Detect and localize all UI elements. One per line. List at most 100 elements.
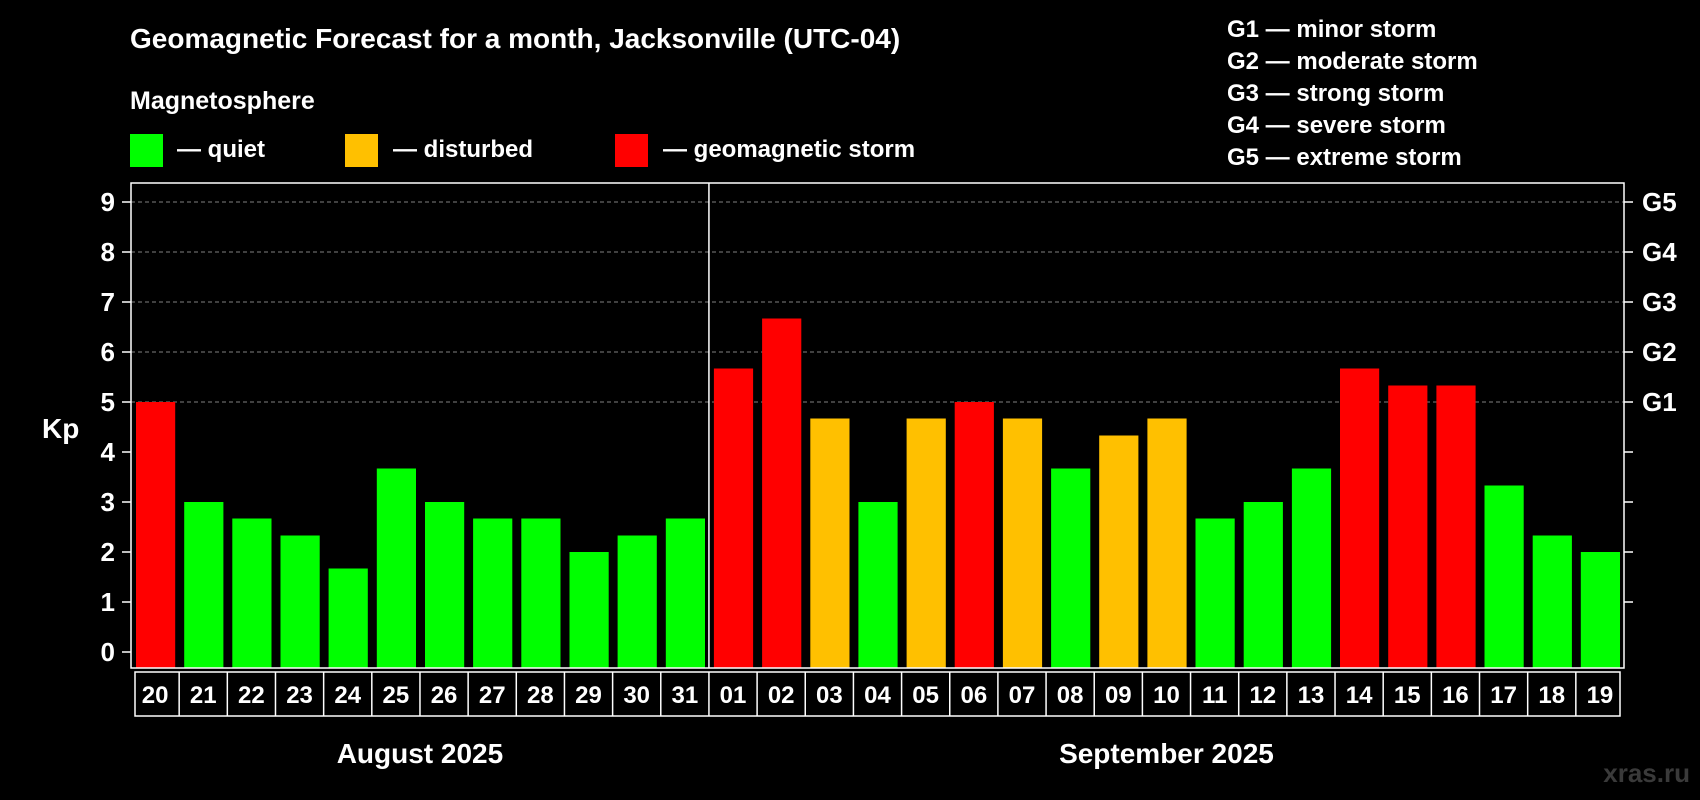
storm-scale-g3: G3 — strong storm xyxy=(1227,80,1444,107)
ytick-label-9: 9 xyxy=(101,187,115,217)
storm-axis-label-g2: G2 xyxy=(1642,337,1677,367)
bar-1 xyxy=(184,502,224,668)
storm-axis-label-g3: G3 xyxy=(1642,287,1677,317)
bar-24 xyxy=(1291,468,1332,668)
legend-label-quiet: — quiet xyxy=(177,136,265,163)
legend-swatch-storm xyxy=(615,134,648,167)
day-label-25: 14 xyxy=(1346,682,1373,709)
day-label-16: 05 xyxy=(912,682,939,709)
storm-axis-label-g1: G1 xyxy=(1642,387,1677,417)
storm-scale-g2: G2 — moderate storm xyxy=(1227,48,1478,75)
legend-swatch-quiet xyxy=(130,134,163,167)
bar-14 xyxy=(810,418,850,668)
ytick-label-6: 6 xyxy=(101,337,115,367)
x-axis: 20 21 22 23 24 25 26 27 28 29 30 31 01 02 03 04 05 06 07 08… xyxy=(134,671,1621,769)
bar-30 xyxy=(1580,552,1620,668)
ytick-label-3: 3 xyxy=(101,487,115,517)
bar-10 xyxy=(617,535,657,668)
y-axis: 0 1 2 3 4 5 6 7 8 9 xyxy=(101,187,131,667)
day-label-29: 18 xyxy=(1538,682,1565,709)
day-label-11: 31 xyxy=(672,682,699,709)
magnetosphere-label: Magnetosphere xyxy=(130,87,315,115)
bar-29 xyxy=(1532,535,1572,668)
day-label-13: 02 xyxy=(768,682,795,709)
day-label-10: 30 xyxy=(623,682,650,709)
ytick-label-0: 0 xyxy=(101,637,115,667)
day-label-24: 13 xyxy=(1298,682,1325,709)
day-label-20: 09 xyxy=(1105,682,1132,709)
legend-swatch-disturbed xyxy=(345,134,378,167)
day-label-27: 16 xyxy=(1442,682,1469,709)
storm-scale-g5: G5 — extreme storm xyxy=(1227,144,1462,171)
bar-27 xyxy=(1436,385,1476,668)
day-label-19: 08 xyxy=(1057,682,1084,709)
day-label-22: 11 xyxy=(1202,682,1227,709)
bar-23 xyxy=(1243,502,1283,668)
day-label-23: 12 xyxy=(1249,682,1276,709)
storm-scale-g1: G1 — minor storm xyxy=(1227,16,1436,43)
day-label-7: 27 xyxy=(479,682,506,709)
bar-9 xyxy=(569,552,609,668)
ytick-label-4: 4 xyxy=(101,437,116,467)
day-label-9: 29 xyxy=(575,682,602,709)
plot-frame xyxy=(130,182,1625,669)
day-label-14: 03 xyxy=(816,682,843,709)
day-label-30: 19 xyxy=(1587,682,1614,709)
day-label-2: 22 xyxy=(238,682,265,709)
grid-lines xyxy=(131,201,1624,403)
storm-axis-label-g5: G5 xyxy=(1642,187,1677,217)
y-axis-label: Kp xyxy=(42,413,79,444)
bar-3 xyxy=(280,535,320,668)
legend-label-disturbed: — disturbed xyxy=(393,136,533,163)
bars xyxy=(136,318,1620,668)
bar-8 xyxy=(521,518,561,668)
storm-axis: G1 G2 G3 G4 G5 xyxy=(1624,187,1677,603)
storm-axis-label-g4: G4 xyxy=(1642,237,1677,267)
bar-2 xyxy=(232,518,272,668)
month-label-1: September 2025 xyxy=(1059,738,1274,769)
day-label-15: 04 xyxy=(864,682,891,709)
day-label-0: 20 xyxy=(142,682,169,709)
bar-5 xyxy=(376,468,416,668)
bar-7 xyxy=(473,518,513,668)
chart-title: Geomagnetic Forecast for a month, Jackso… xyxy=(130,23,900,54)
storm-scale-g4: G4 — severe storm xyxy=(1227,112,1446,139)
day-label-21: 10 xyxy=(1153,682,1180,709)
day-label-28: 17 xyxy=(1490,682,1517,709)
day-label-26: 15 xyxy=(1394,682,1421,709)
storm-scale-key: G1 — minor storm G2 — moderate storm G3 … xyxy=(1227,16,1478,171)
bar-17 xyxy=(954,402,994,668)
bar-0 xyxy=(136,402,176,668)
bar-12 xyxy=(713,368,754,668)
day-label-5: 25 xyxy=(383,682,410,709)
ytick-label-2: 2 xyxy=(101,537,115,567)
month-label-0: August 2025 xyxy=(337,738,504,769)
day-label-18: 07 xyxy=(1009,682,1036,709)
bar-4 xyxy=(328,568,368,668)
bar-26 xyxy=(1388,385,1428,668)
bar-22 xyxy=(1195,518,1235,668)
ytick-label-5: 5 xyxy=(101,387,115,417)
day-label-3: 23 xyxy=(286,682,313,709)
day-label-8: 28 xyxy=(527,682,554,709)
ytick-label-1: 1 xyxy=(101,587,115,617)
bar-18 xyxy=(1002,418,1043,668)
bar-13 xyxy=(762,318,802,668)
plot-border xyxy=(130,182,1625,669)
bar-28 xyxy=(1484,485,1524,668)
bar-20 xyxy=(1099,435,1139,668)
bar-21 xyxy=(1147,418,1187,668)
day-row-border xyxy=(134,671,1621,717)
bar-16 xyxy=(906,418,946,668)
watermark: xras.ru xyxy=(1603,758,1690,788)
day-label-6: 26 xyxy=(431,682,458,709)
bar-19 xyxy=(1051,468,1091,668)
legend-label-storm: — geomagnetic storm xyxy=(663,136,915,163)
bar-11 xyxy=(665,518,705,668)
legend: — quiet — disturbed — geomagnetic storm xyxy=(130,134,915,167)
bar-6 xyxy=(425,502,465,668)
day-label-12: 01 xyxy=(720,682,747,709)
bar-15 xyxy=(858,502,898,668)
ytick-label-7: 7 xyxy=(101,287,115,317)
